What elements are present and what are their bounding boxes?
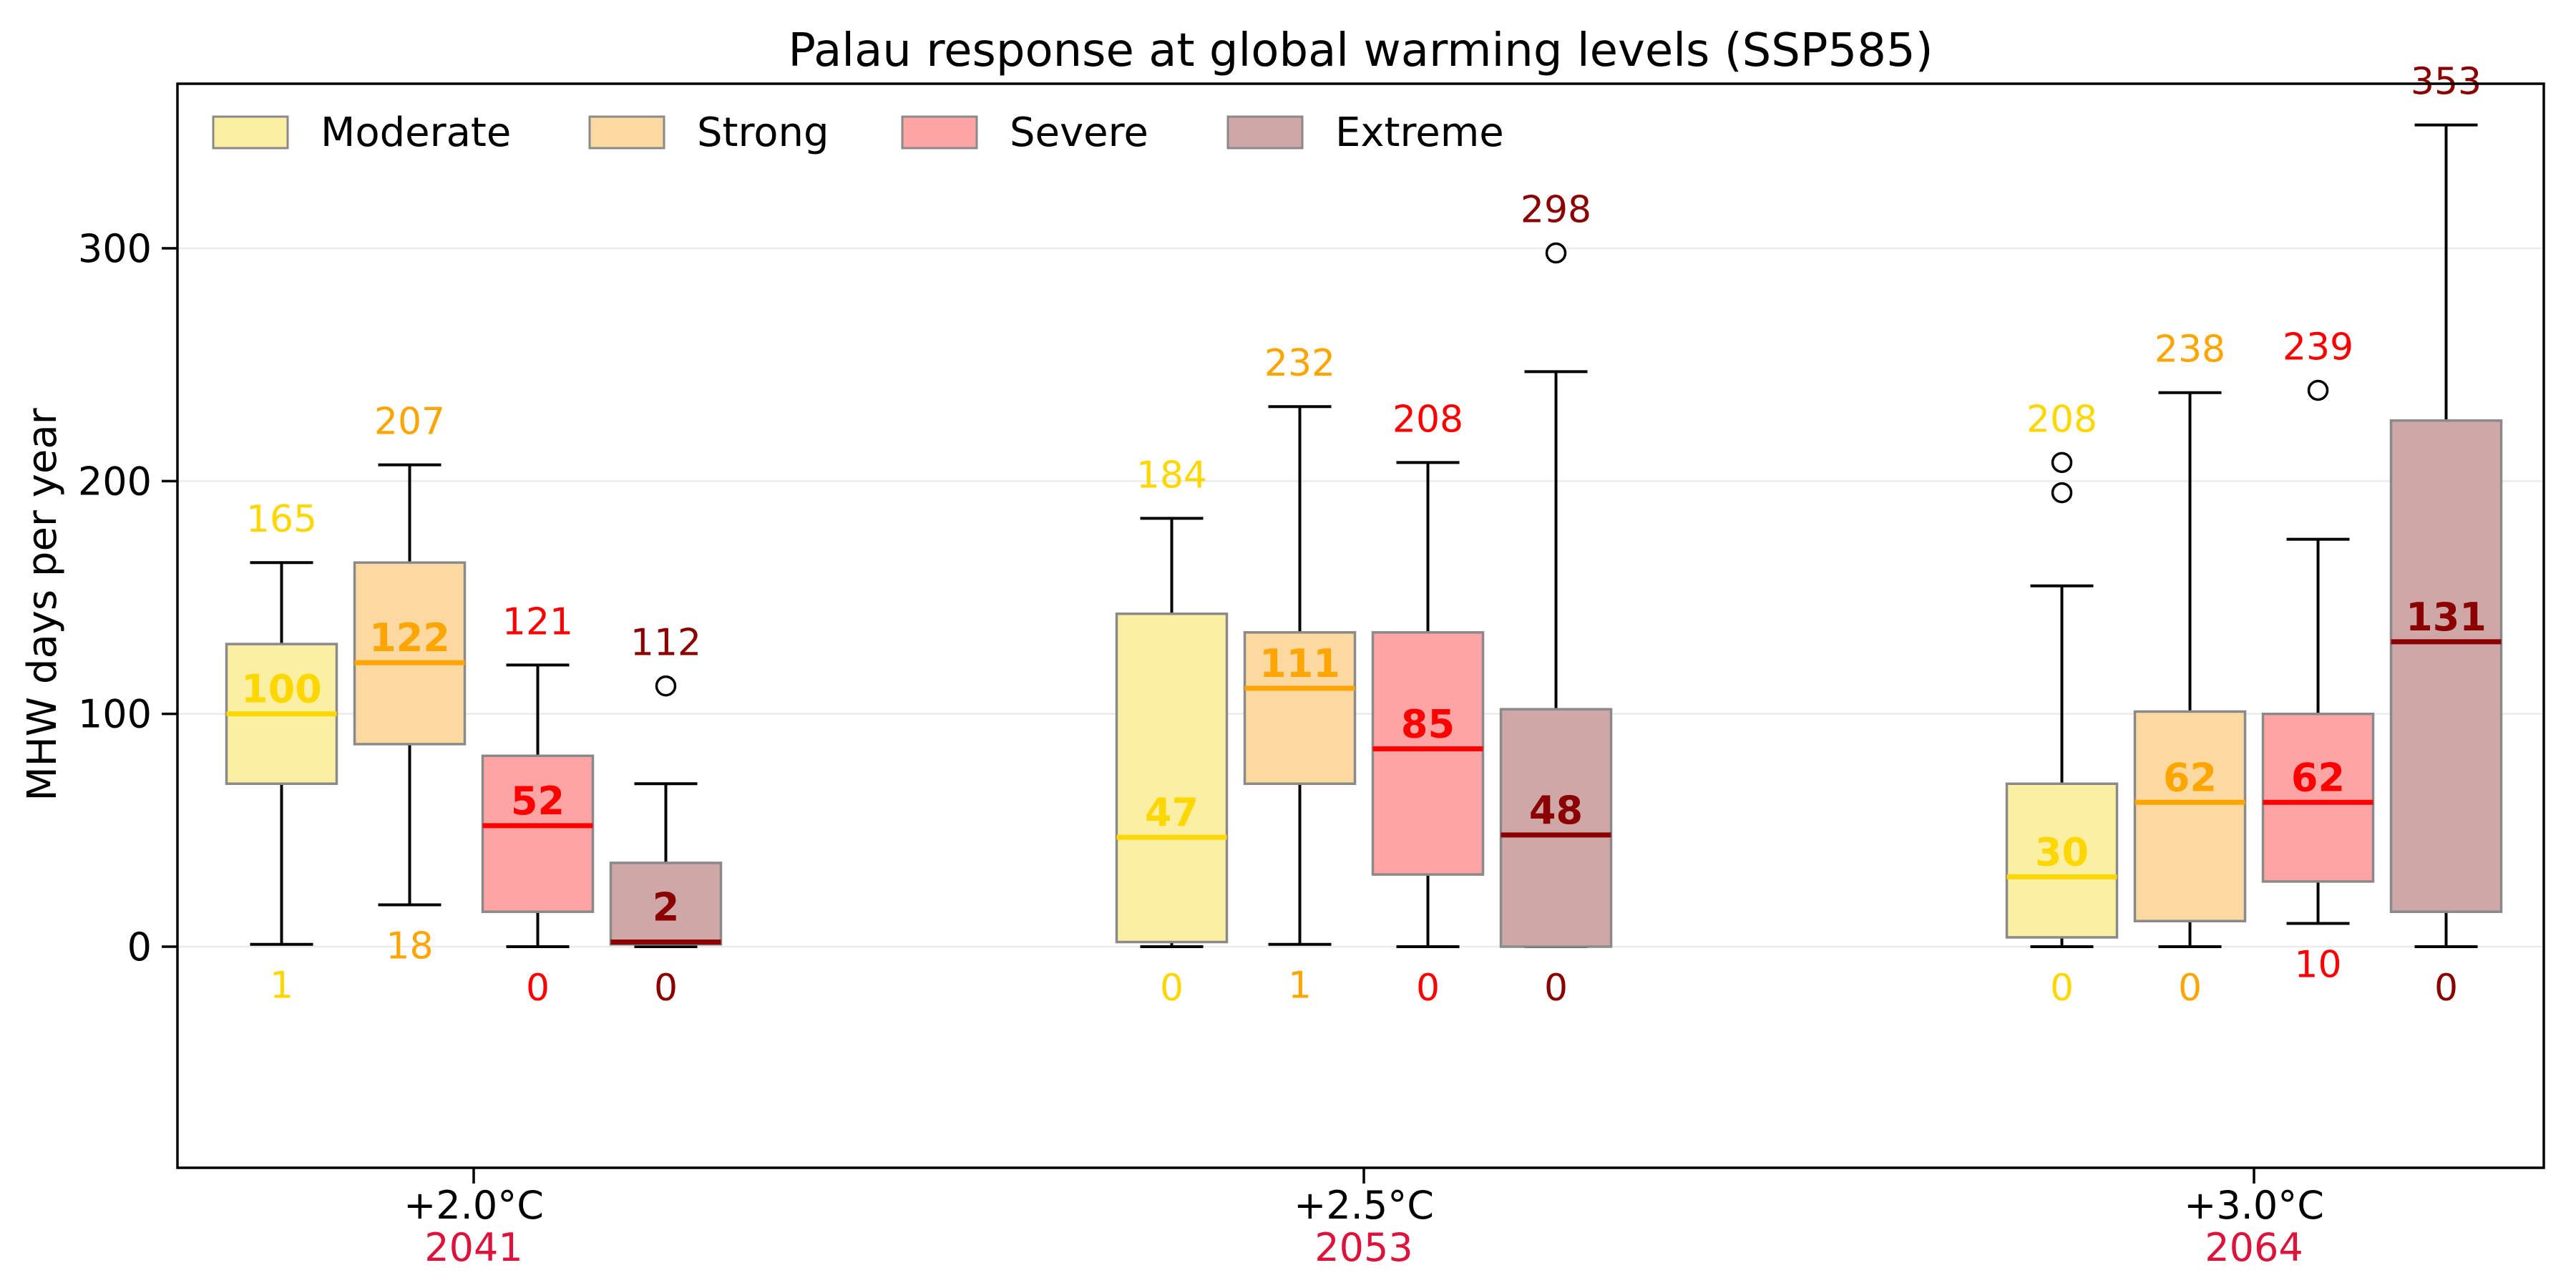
median-label: 52 — [511, 779, 565, 824]
median-label: 85 — [1401, 701, 1455, 746]
iqr-box — [353, 561, 467, 746]
box-moderate: 165 1 100 — [225, 498, 338, 1008]
gridlines — [177, 247, 2544, 948]
box-extreme: 353 0 131 — [2389, 61, 2503, 1010]
legend-label-severe: Severe — [1010, 109, 1148, 156]
x-tick-label-3: +3.0°C — [2184, 1183, 2324, 1228]
min-label: 0 — [1544, 967, 1568, 1010]
median-label: 100 — [241, 667, 322, 712]
max-label: 121 — [502, 600, 573, 643]
median-label: 48 — [1529, 788, 1583, 833]
max-label: 208 — [1392, 398, 1463, 441]
median-label: 30 — [2035, 829, 2089, 874]
legend: Moderate Strong Severe Extreme — [212, 109, 1504, 156]
min-label: 18 — [386, 924, 433, 967]
iqr-box — [2005, 782, 2119, 939]
x-year-label-3: 2064 — [2205, 1225, 2303, 1270]
iqr-box — [481, 754, 595, 913]
outlier-point — [655, 675, 677, 697]
iqr-box — [2261, 712, 2375, 883]
max-label: 184 — [1136, 454, 1207, 497]
legend-item-severe: Severe — [901, 109, 1148, 156]
max-label: 232 — [1264, 342, 1335, 385]
max-label: 165 — [246, 498, 317, 541]
chart-title: Palau response at global warming levels … — [788, 24, 1933, 77]
median-label: 122 — [369, 615, 450, 660]
median-label: 131 — [2406, 595, 2487, 640]
y-tick-label-100: 100 — [78, 692, 152, 737]
max-label: 298 — [1521, 189, 1591, 232]
outlier-point — [2307, 379, 2329, 401]
y-axis: 0 100 200 300 — [78, 226, 177, 970]
outlier-point — [2051, 482, 2073, 504]
min-label: 0 — [2434, 967, 2458, 1010]
max-label: 238 — [2155, 328, 2225, 371]
box-severe: 121 0 52 — [481, 600, 595, 1010]
min-label: 0 — [526, 967, 550, 1010]
outlier-point — [2051, 452, 2073, 474]
legend-item-extreme: Extreme — [1226, 109, 1504, 156]
box-strong: 207 18 122 — [353, 401, 467, 967]
box-extreme: 112 0 2 — [609, 622, 723, 1010]
axes-spines — [176, 82, 2545, 1169]
y-tick-label-300: 300 — [78, 226, 152, 271]
min-label: 0 — [654, 967, 678, 1010]
gwl-group-1: 165 1 100 207 18 122 121 0 52 112 0 2 — [225, 401, 723, 1010]
legend-swatch-strong — [588, 115, 665, 150]
median-label: 62 — [2163, 755, 2217, 800]
y-tick-label-200: 200 — [78, 459, 152, 504]
legend-label-extreme: Extreme — [1335, 109, 1504, 156]
box-strong: 238 0 62 — [2133, 328, 2247, 1010]
max-label: 112 — [630, 622, 701, 665]
iqr-box — [1115, 613, 1229, 944]
legend-swatch-extreme — [1226, 115, 1304, 150]
min-label: 1 — [270, 965, 293, 1008]
legend-item-strong: Strong — [588, 109, 829, 156]
iqr-box — [2389, 419, 2503, 913]
box-moderate: 184 0 47 — [1115, 454, 1229, 1010]
box-severe: 208 0 85 — [1371, 398, 1485, 1010]
median-label: 62 — [2291, 755, 2345, 800]
box-severe: 239 10 62 — [2261, 326, 2375, 986]
x-tick-label-1: +2.0°C — [404, 1183, 544, 1228]
x-year-label-1: 2041 — [424, 1225, 522, 1270]
x-year-label-2: 2053 — [1314, 1225, 1413, 1270]
max-label: 239 — [2283, 326, 2353, 369]
y-tick-label-0: 0 — [127, 924, 152, 970]
max-label: 208 — [2026, 398, 2097, 441]
min-label: 0 — [1416, 967, 1440, 1010]
iqr-box — [2133, 710, 2247, 922]
median-label: 47 — [1145, 790, 1199, 835]
gwl-group-3: 208 0 30 238 0 62 239 10 62 353 0 131 — [2005, 61, 2503, 1010]
iqr-box — [1243, 631, 1357, 786]
median-label: 2 — [653, 884, 680, 930]
iqr-box — [1499, 708, 1613, 948]
legend-swatch-severe — [901, 115, 978, 150]
box-moderate: 208 0 30 — [2005, 398, 2119, 1010]
min-label: 0 — [2178, 967, 2202, 1010]
legend-label-strong: Strong — [697, 109, 829, 156]
max-label: 207 — [374, 401, 445, 444]
min-label: 10 — [2294, 943, 2341, 986]
iqr-box — [1371, 631, 1485, 876]
min-label: 1 — [1288, 965, 1312, 1008]
legend-swatch-moderate — [212, 115, 289, 150]
median-label: 111 — [1259, 641, 1340, 686]
outlier-point — [1545, 242, 1567, 264]
legend-label-moderate: Moderate — [321, 109, 511, 156]
y-axis-title: MHW days per year — [19, 407, 66, 801]
max-label: 353 — [2411, 61, 2482, 104]
box-extreme: 298 0 48 — [1499, 189, 1613, 1010]
legend-item-moderate: Moderate — [212, 109, 511, 156]
min-label: 0 — [1160, 967, 1184, 1010]
x-tick-label-2: +2.5°C — [1294, 1183, 1434, 1228]
min-label: 0 — [2050, 967, 2074, 1010]
